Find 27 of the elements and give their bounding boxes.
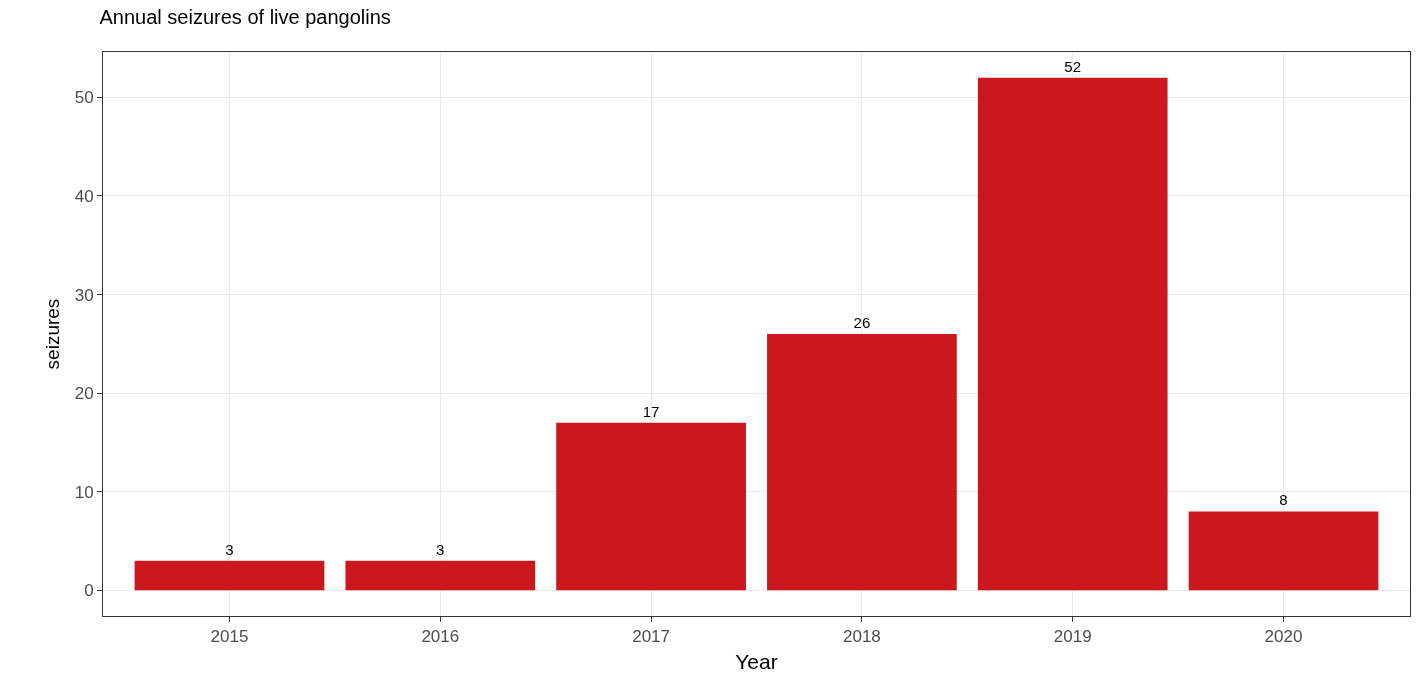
y-tick-label: 50 [74, 88, 94, 108]
data-label: 3 [436, 540, 445, 558]
data-label: 52 [1064, 57, 1082, 75]
data-label: 17 [642, 402, 660, 420]
y-tick-label: 40 [74, 186, 94, 206]
bar [134, 560, 325, 591]
x-tick-label: 2019 [1053, 627, 1092, 647]
y-tick-label: 30 [74, 285, 94, 305]
y-axis-title: seizures [41, 298, 63, 370]
bar [767, 334, 957, 591]
x-tick-label: 2015 [210, 627, 249, 647]
data-label: 26 [853, 314, 871, 331]
x-tick-label: 2020 [1264, 627, 1303, 647]
y-tick-label: 10 [74, 482, 94, 502]
bar [1188, 511, 1379, 591]
y-tick-label: 20 [74, 384, 94, 404]
bar [556, 422, 746, 591]
y-tick-label: 0 [84, 581, 94, 601]
bar [345, 560, 536, 591]
data-label: 8 [1279, 491, 1288, 509]
chart-title: Annual seizures of live pangolins [99, 6, 391, 29]
x-tick-label: 2017 [632, 627, 671, 647]
data-label: 3 [225, 540, 234, 558]
x-tick-label: 2018 [842, 627, 881, 647]
x-axis-title: Year [735, 649, 778, 673]
x-tick-label: 2016 [421, 627, 460, 647]
bar [977, 77, 1168, 591]
